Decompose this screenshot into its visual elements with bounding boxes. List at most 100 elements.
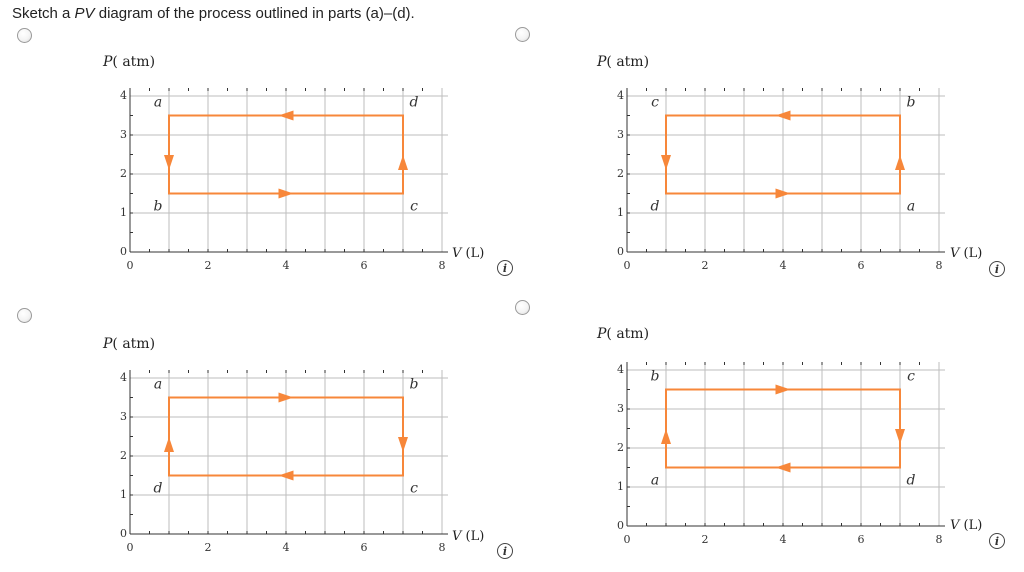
x-tick-label: 6	[361, 259, 368, 272]
point-label: d	[410, 95, 419, 111]
y-tick-label: 2	[617, 441, 624, 454]
point-label: a	[154, 95, 162, 111]
x-tick-label: 6	[858, 259, 865, 272]
y-tick-label: 2	[120, 167, 127, 180]
y-tick-label: 1	[120, 488, 127, 501]
direction-arrow-right	[278, 392, 294, 403]
x-tick-label: 0	[624, 259, 631, 272]
x-tick-label: 6	[858, 533, 865, 546]
x-tick-label: 0	[127, 259, 134, 272]
svg-text:i: i	[503, 262, 507, 275]
option-radio-3[interactable]	[17, 308, 32, 323]
point-label: b	[410, 377, 419, 393]
y-tick-label: 2	[617, 167, 624, 180]
point-label: b	[907, 95, 916, 111]
v-axis-title: V (L)	[950, 246, 982, 261]
svg-text:i: i	[995, 535, 999, 548]
y-tick-label: 0	[120, 245, 127, 258]
pv-diagram-2: 0 2 4 6 8 0 1 2 3 4 P( atm) V (L) c b d a i	[596, 54, 1005, 277]
option-radio-1[interactable]	[17, 28, 32, 43]
direction-arrow-right	[278, 188, 294, 199]
option-radio-2[interactable]	[515, 27, 530, 42]
x-tick-label: 8	[439, 541, 446, 554]
x-tick-label: 2	[205, 541, 212, 554]
direction-arrow-left	[775, 110, 791, 121]
point-label: c	[410, 481, 418, 497]
direction-arrow-up	[398, 155, 408, 170]
y-tick-label: 3	[120, 410, 127, 423]
y-tick-label: 1	[617, 480, 624, 493]
point-label: a	[154, 377, 162, 393]
y-tick-label: 1	[120, 206, 127, 219]
direction-arrow-left	[278, 110, 294, 121]
point-label: d	[907, 473, 916, 489]
point-label: d	[651, 199, 660, 215]
pv-diagram-4: 0 2 4 6 8 0 1 2 3 4 P( atm) V (L) b c a d i	[596, 326, 1005, 549]
y-tick-label: 4	[120, 371, 127, 384]
y-tick-label: 4	[120, 89, 127, 102]
info-icon[interactable]: i	[989, 533, 1005, 549]
x-tick-label: 4	[780, 533, 787, 546]
x-tick-label: 4	[283, 259, 290, 272]
direction-arrow-up	[661, 429, 671, 444]
direction-arrow-up	[895, 155, 905, 170]
info-icon[interactable]: i	[497, 260, 513, 276]
x-tick-label: 4	[283, 541, 290, 554]
point-label: b	[154, 199, 163, 215]
y-tick-label: 3	[617, 402, 624, 415]
info-icon[interactable]: i	[497, 543, 513, 559]
point-label: c	[907, 369, 915, 385]
y-tick-label: 3	[120, 128, 127, 141]
x-tick-label: 8	[936, 533, 943, 546]
y-tick-label: 1	[617, 206, 624, 219]
y-tick-label: 4	[617, 363, 624, 376]
p-axis-title: P( atm)	[102, 336, 155, 352]
direction-arrow-right	[775, 384, 791, 395]
direction-arrow-down	[164, 155, 174, 170]
point-label: a	[907, 199, 915, 215]
y-tick-label: 0	[120, 527, 127, 540]
v-axis-title: V (L)	[950, 518, 982, 533]
x-tick-label: 8	[936, 259, 943, 272]
x-tick-label: 4	[780, 259, 787, 272]
p-axis-title: P( atm)	[596, 54, 649, 70]
x-tick-label: 0	[624, 533, 631, 546]
direction-arrow-right	[775, 188, 791, 199]
y-tick-label: 0	[617, 245, 624, 258]
question-text: Sketch a PV diagram of the process outli…	[12, 5, 415, 22]
direction-arrow-left	[775, 462, 791, 473]
x-tick-label: 8	[439, 259, 446, 272]
x-tick-label: 6	[361, 541, 368, 554]
point-label: b	[651, 369, 660, 385]
y-tick-label: 0	[617, 519, 624, 532]
point-label: c	[410, 199, 418, 215]
question-pv: PV	[74, 5, 95, 22]
question-prefix: Sketch a	[12, 5, 75, 22]
y-tick-label: 4	[617, 89, 624, 102]
svg-text:i: i	[503, 545, 507, 558]
direction-arrow-down	[895, 429, 905, 444]
direction-arrow-up	[164, 437, 174, 452]
v-axis-title: V (L)	[452, 529, 484, 544]
x-tick-label: 0	[127, 541, 134, 554]
question-suffix: diagram of the process outlined in parts…	[94, 5, 415, 22]
direction-arrow-down	[661, 155, 671, 170]
p-axis-title: P( atm)	[596, 326, 649, 342]
point-label: a	[651, 473, 659, 489]
pv-diagram-1: 0 2 4 6 8 0 1 2 3 4 P( atm) V (L) a d b c i	[102, 54, 513, 276]
y-tick-label: 3	[617, 128, 624, 141]
svg-text:i: i	[995, 263, 999, 276]
direction-arrow-down	[398, 437, 408, 452]
v-axis-title: V (L)	[452, 246, 484, 261]
p-axis-title: P( atm)	[102, 54, 155, 70]
y-tick-label: 2	[120, 449, 127, 462]
point-label: c	[651, 95, 659, 111]
option-radio-4[interactable]	[515, 300, 530, 315]
direction-arrow-left	[278, 470, 294, 481]
point-label: d	[154, 481, 163, 497]
x-tick-label: 2	[702, 259, 709, 272]
info-icon[interactable]: i	[989, 261, 1005, 277]
x-tick-label: 2	[702, 533, 709, 546]
x-tick-label: 2	[205, 259, 212, 272]
